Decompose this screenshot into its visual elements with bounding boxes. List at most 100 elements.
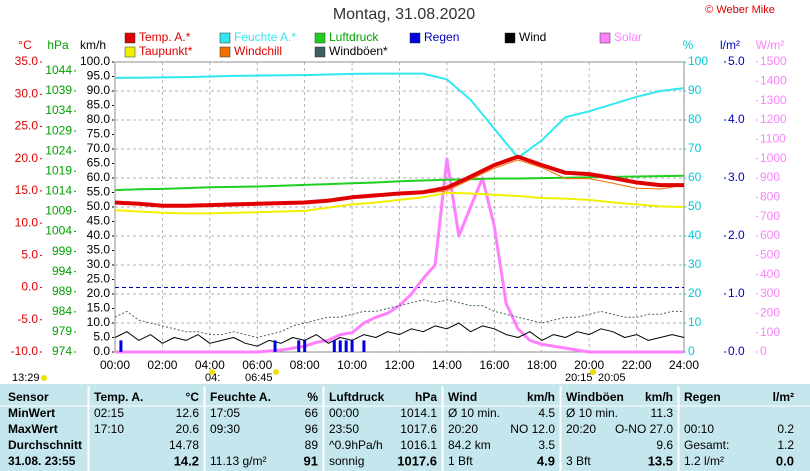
legend-swatch [124,46,136,58]
cell-value: 14.78 [169,438,199,452]
cell-value: 11.3 [651,406,674,420]
status-time: 04: [205,372,220,384]
series-line [114,191,685,215]
cell-value: O-NO 27.0 [615,422,673,436]
y-tick-label: 10.0 [87,315,111,329]
y-tick-label: 35.0 [87,243,111,257]
series-line [114,322,685,347]
y-tick-label: 30.0 [87,257,111,271]
y-tick-label: 1014 [45,184,72,198]
y-tick-label: 80.0 [87,112,111,126]
y-tick-label: 100 [688,54,708,68]
y-tick-label: 1019 [45,163,72,177]
y-tick-label: 1004 [45,224,72,238]
cell-text: ^0.9hPa/h [329,438,383,452]
status-time: 06:45 [245,372,273,384]
y-tick-label: 5.0 [93,330,110,344]
y-tick-label: 50 [688,199,702,213]
cell-value: NO 12.0 [510,422,555,436]
legend-label: Taupunkt* [139,44,193,58]
cell-text: 17:05 [210,406,240,420]
y-tick-label: 30 [688,257,702,271]
axis-unit: °C [18,38,32,52]
y-tick-label: 3.0 [728,170,745,184]
y-tick-label: 15.0 [87,301,111,315]
series-line [114,299,684,338]
legend-swatch [314,46,326,58]
y-tick-label: 1034 [45,103,72,117]
x-tick-label: 16:00 [479,358,509,372]
y-tick-label: 60 [688,170,702,184]
table-header: Sensor [8,390,49,404]
rain-bar [350,340,354,352]
cell-text: Ø 10 min. [566,406,618,420]
y-tick-label: 80 [688,112,702,126]
x-tick-label: 12:00 [384,358,414,372]
rain-bar [344,340,348,352]
status-time: 20:05 [598,372,626,384]
y-tick-label: -10.0 [11,344,39,358]
y-tick-label: 60.0 [87,170,111,184]
table-header: Windböen [566,390,624,404]
x-tick-label: 08:00 [290,358,320,372]
cell-value: 13.5 [648,453,673,468]
x-tick-label: 04:00 [195,358,225,372]
cell-value: 20.6 [176,422,200,436]
table-background [0,384,810,471]
y-tick-label: 1200 [760,112,787,126]
y-tick-label: 0 [760,344,767,358]
y-tick-label: 2.0 [728,228,745,242]
y-tick-label: 50.0 [87,199,111,213]
cell-text: 11.13 g/m² [210,454,266,468]
cell-value: 1016.1 [400,438,437,452]
y-tick-label: 0.0 [93,344,110,358]
y-tick-label: 25.0 [15,119,39,133]
y-tick-label: 40 [688,228,702,242]
table-header: Luftdruck [329,390,385,404]
y-tick-label: 1009 [45,204,72,218]
legend-label: Wind [519,30,546,44]
x-tick-label: 22:00 [622,358,652,372]
x-tick-label: 00:00 [100,358,130,372]
table-header-unit: km/h [527,390,555,404]
cell-value: 1017.6 [397,453,437,468]
series-line [114,154,684,208]
cell-text: 17:10 [94,422,124,436]
table-header: Feuchte A. [210,390,271,404]
row-label: 31.08. 23:55 [8,454,76,468]
cell-value: 14.2 [174,453,199,468]
y-tick-label: 30.0 [15,86,39,100]
series-line [115,157,684,354]
axis-unit: km/h [80,38,106,52]
chart-title: Montag, 31.08.2020 [333,6,475,23]
cell-value: 0.0 [776,453,794,468]
table-header-unit: °C [186,390,200,404]
y-tick-label: 75.0 [87,127,111,141]
table-header-unit: l/m² [773,390,794,404]
rain-bar [297,340,301,352]
cell-text: 1.2 l/m² [684,454,724,468]
row-label: Durchschnitt [8,438,82,452]
status-time: 13:29 [12,372,40,384]
y-tick-label: 95.0 [87,69,111,83]
y-tick-label: 600 [760,228,780,242]
axis-unit: W/m² [756,38,785,52]
y-tick-label: 40.0 [87,228,111,242]
cell-value: 4.9 [537,453,555,468]
table-header-unit: km/h [645,390,673,404]
x-tick-label: 18:00 [527,358,557,372]
y-tick-label: 65.0 [87,156,111,170]
table-header: Regen [684,390,721,404]
sun-marker [273,369,279,375]
y-tick-label: 20 [688,286,702,300]
y-tick-label: 0.0 [728,344,745,358]
y-tick-label: 974 [52,344,72,358]
legend-swatch [599,32,611,44]
sun-marker [209,369,215,375]
cell-text: 02:15 [94,406,124,420]
y-tick-label: 1024 [45,143,72,157]
x-tick-label: 24:00 [669,358,699,372]
x-tick-label: 14:00 [432,358,462,372]
